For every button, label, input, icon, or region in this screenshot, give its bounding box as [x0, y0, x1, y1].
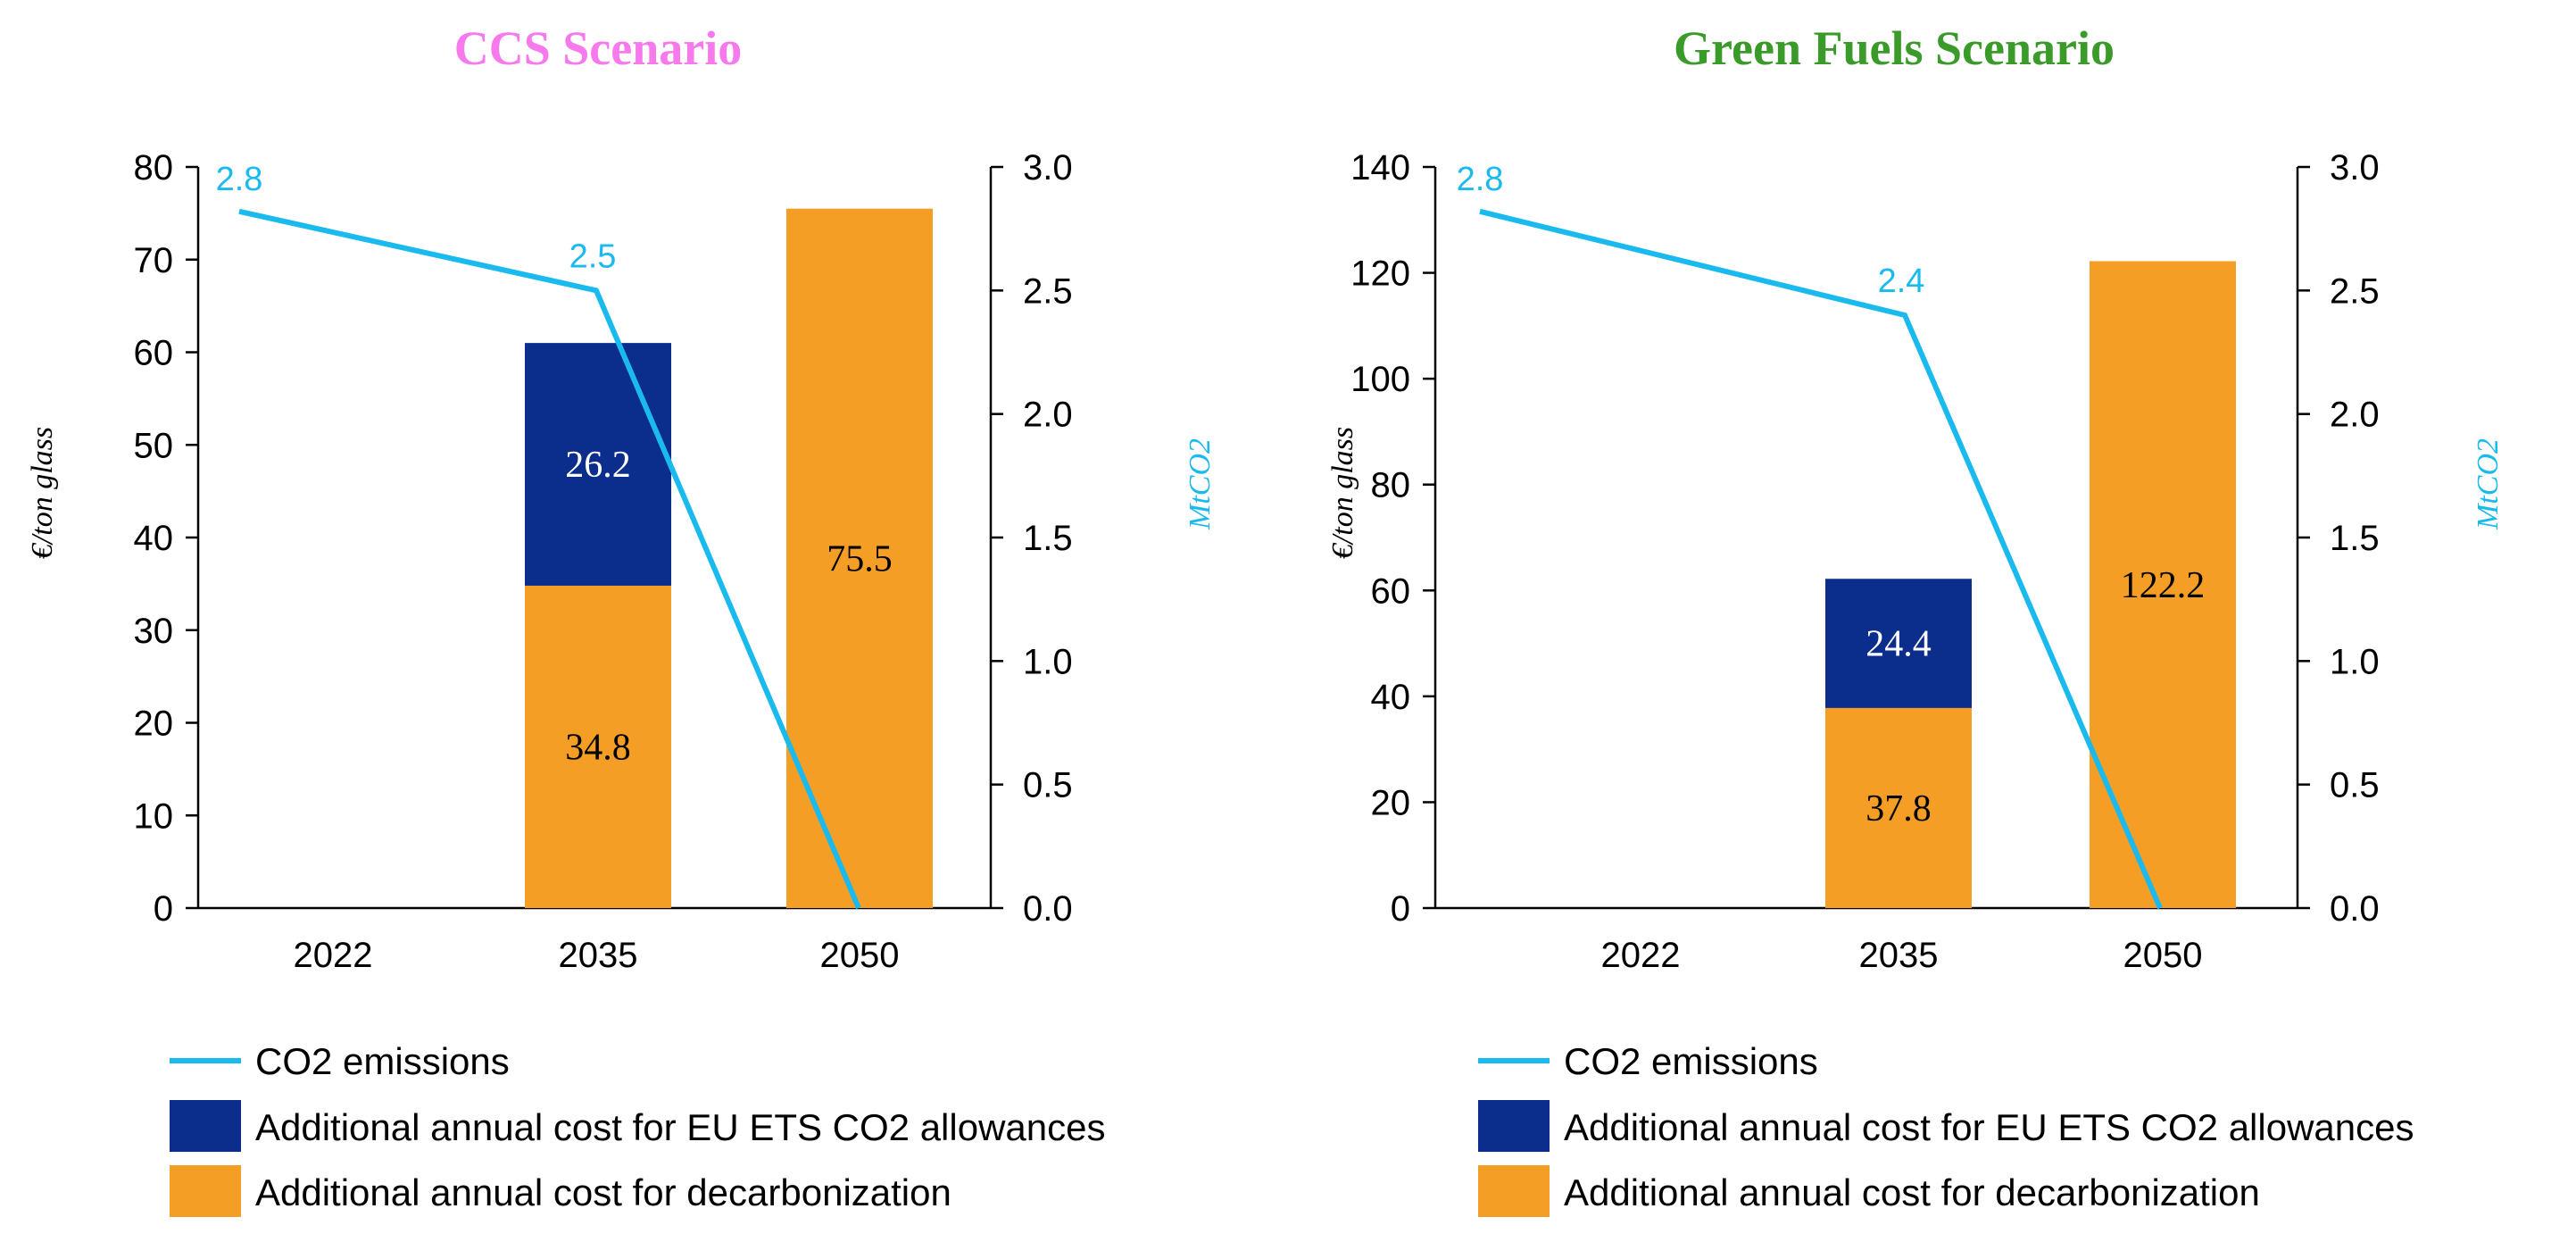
y-tick-label: 30	[134, 612, 174, 651]
co2-emissions-point-label: 2.8	[1457, 161, 1504, 198]
ets-allowance-bar-label: 24.4	[1866, 624, 1932, 665]
chart-title: Green Fuels Scenario	[1674, 21, 2115, 75]
y2-tick-label: 1.5	[2330, 519, 2380, 558]
y-tick-label: 60	[134, 334, 174, 373]
legend: CO2 emissions Additional annual cost for …	[170, 1040, 1106, 1217]
x-tick-label: 2050	[2123, 936, 2203, 975]
x-tick-label: 2035	[1859, 936, 1939, 975]
y-tick-label: 40	[1371, 678, 1411, 717]
ets-allowance-bar	[1825, 579, 1972, 708]
legend-swatch-decarbonization	[1478, 1165, 1550, 1217]
y-tick-label: 120	[1350, 254, 1410, 294]
y-tick-label: 80	[1371, 466, 1411, 505]
x-tick-label: 2022	[294, 936, 373, 975]
y2-tick-label: 1.0	[2330, 642, 2380, 681]
chart-title: CCS Scenario	[454, 21, 743, 75]
co2-emissions-point-label: 2.8	[216, 161, 263, 198]
legend-label: Additional annual cost for EU ETS CO2 al…	[255, 1106, 1106, 1148]
decarbonization-bar-label: 37.8	[1866, 788, 1932, 829]
y2-tick-label: 3.0	[2330, 148, 2380, 188]
co2-emissions-line	[1479, 208, 2163, 910]
y-tick-label: 80	[134, 148, 174, 188]
decarbonization-bar-label: 122.2	[2121, 565, 2206, 606]
co2-emissions-point-label: 2.4	[1878, 263, 1925, 300]
y2-axis-title: MtCO2	[1184, 438, 1217, 530]
legend: CO2 emissions Additional annual cost for …	[1478, 1040, 2414, 1217]
legend-swatch-ets-allowances	[170, 1100, 241, 1152]
co2-emissions-line	[238, 208, 861, 910]
legend-swatch-ets-allowances	[1478, 1100, 1550, 1152]
y2-tick-label: 0.0	[2330, 889, 2380, 929]
x-tick-label: 2035	[559, 936, 638, 975]
decarbonization-bar-label: 75.5	[827, 538, 893, 579]
y-axis-title: €/ton glass	[26, 427, 59, 559]
y2-tick-label: 1.5	[1023, 519, 1073, 558]
y-tick-label: 100	[1350, 360, 1410, 399]
y-tick-label: 60	[1371, 571, 1411, 611]
legend-label: CO2 emissions	[1564, 1040, 1818, 1082]
co2-emissions-point-label: 2.5	[569, 238, 617, 275]
y2-tick-label: 2.0	[1023, 396, 1073, 435]
decarbonization-bar	[525, 585, 671, 908]
ets-allowance-bar-label: 26.2	[565, 445, 631, 486]
y-axis-title: €/ton glass	[1326, 427, 1359, 559]
y2-tick-label: 3.0	[1023, 148, 1073, 188]
y2-tick-label: 0.0	[1023, 889, 1073, 929]
y-tick-label: 140	[1350, 148, 1410, 188]
legend-label: Additional annual cost for decarbonizati…	[1564, 1171, 2260, 1213]
y2-tick-label: 1.0	[1023, 642, 1073, 681]
legend-label: Additional annual cost for EU ETS CO2 al…	[1564, 1106, 2414, 1148]
x-tick-label: 2050	[820, 936, 900, 975]
y-tick-label: 50	[134, 426, 174, 465]
decarbonization-bar	[1825, 707, 1972, 908]
y-tick-label: 20	[134, 704, 174, 744]
y2-axis-title: MtCO2	[2472, 438, 2505, 530]
chart-panel-green-fuels: Green Fuels Scenario 0 20 40 60 80 100 120 140 0.…	[1326, 21, 2505, 1217]
y2-tick-label: 0.5	[1023, 766, 1073, 805]
y2-tick-label: 0.5	[2330, 766, 2380, 805]
y-tick-label: 10	[134, 796, 174, 836]
legend-label: Additional annual cost for decarbonizati…	[255, 1171, 951, 1213]
chart-panel-ccs: CCS Scenario 0 10 20 30 40 50 60 70 80 0.0 0.5 1.0 1.…	[26, 21, 1217, 1217]
legend-swatch-decarbonization	[170, 1165, 241, 1217]
y-tick-label: 0	[154, 889, 173, 929]
y2-tick-label: 2.5	[1023, 271, 1073, 311]
y-tick-label: 0	[1391, 889, 1410, 929]
y-tick-label: 40	[134, 519, 174, 558]
ets-allowance-bar	[525, 343, 671, 586]
y-tick-label: 20	[1371, 783, 1411, 822]
y2-tick-label: 2.5	[2330, 271, 2380, 311]
decarbonization-bar-label: 34.8	[565, 727, 631, 768]
legend-label: CO2 emissions	[255, 1040, 510, 1082]
y-tick-label: 70	[134, 241, 174, 280]
y2-tick-label: 2.0	[2330, 396, 2380, 435]
x-tick-label: 2022	[1601, 936, 1681, 975]
